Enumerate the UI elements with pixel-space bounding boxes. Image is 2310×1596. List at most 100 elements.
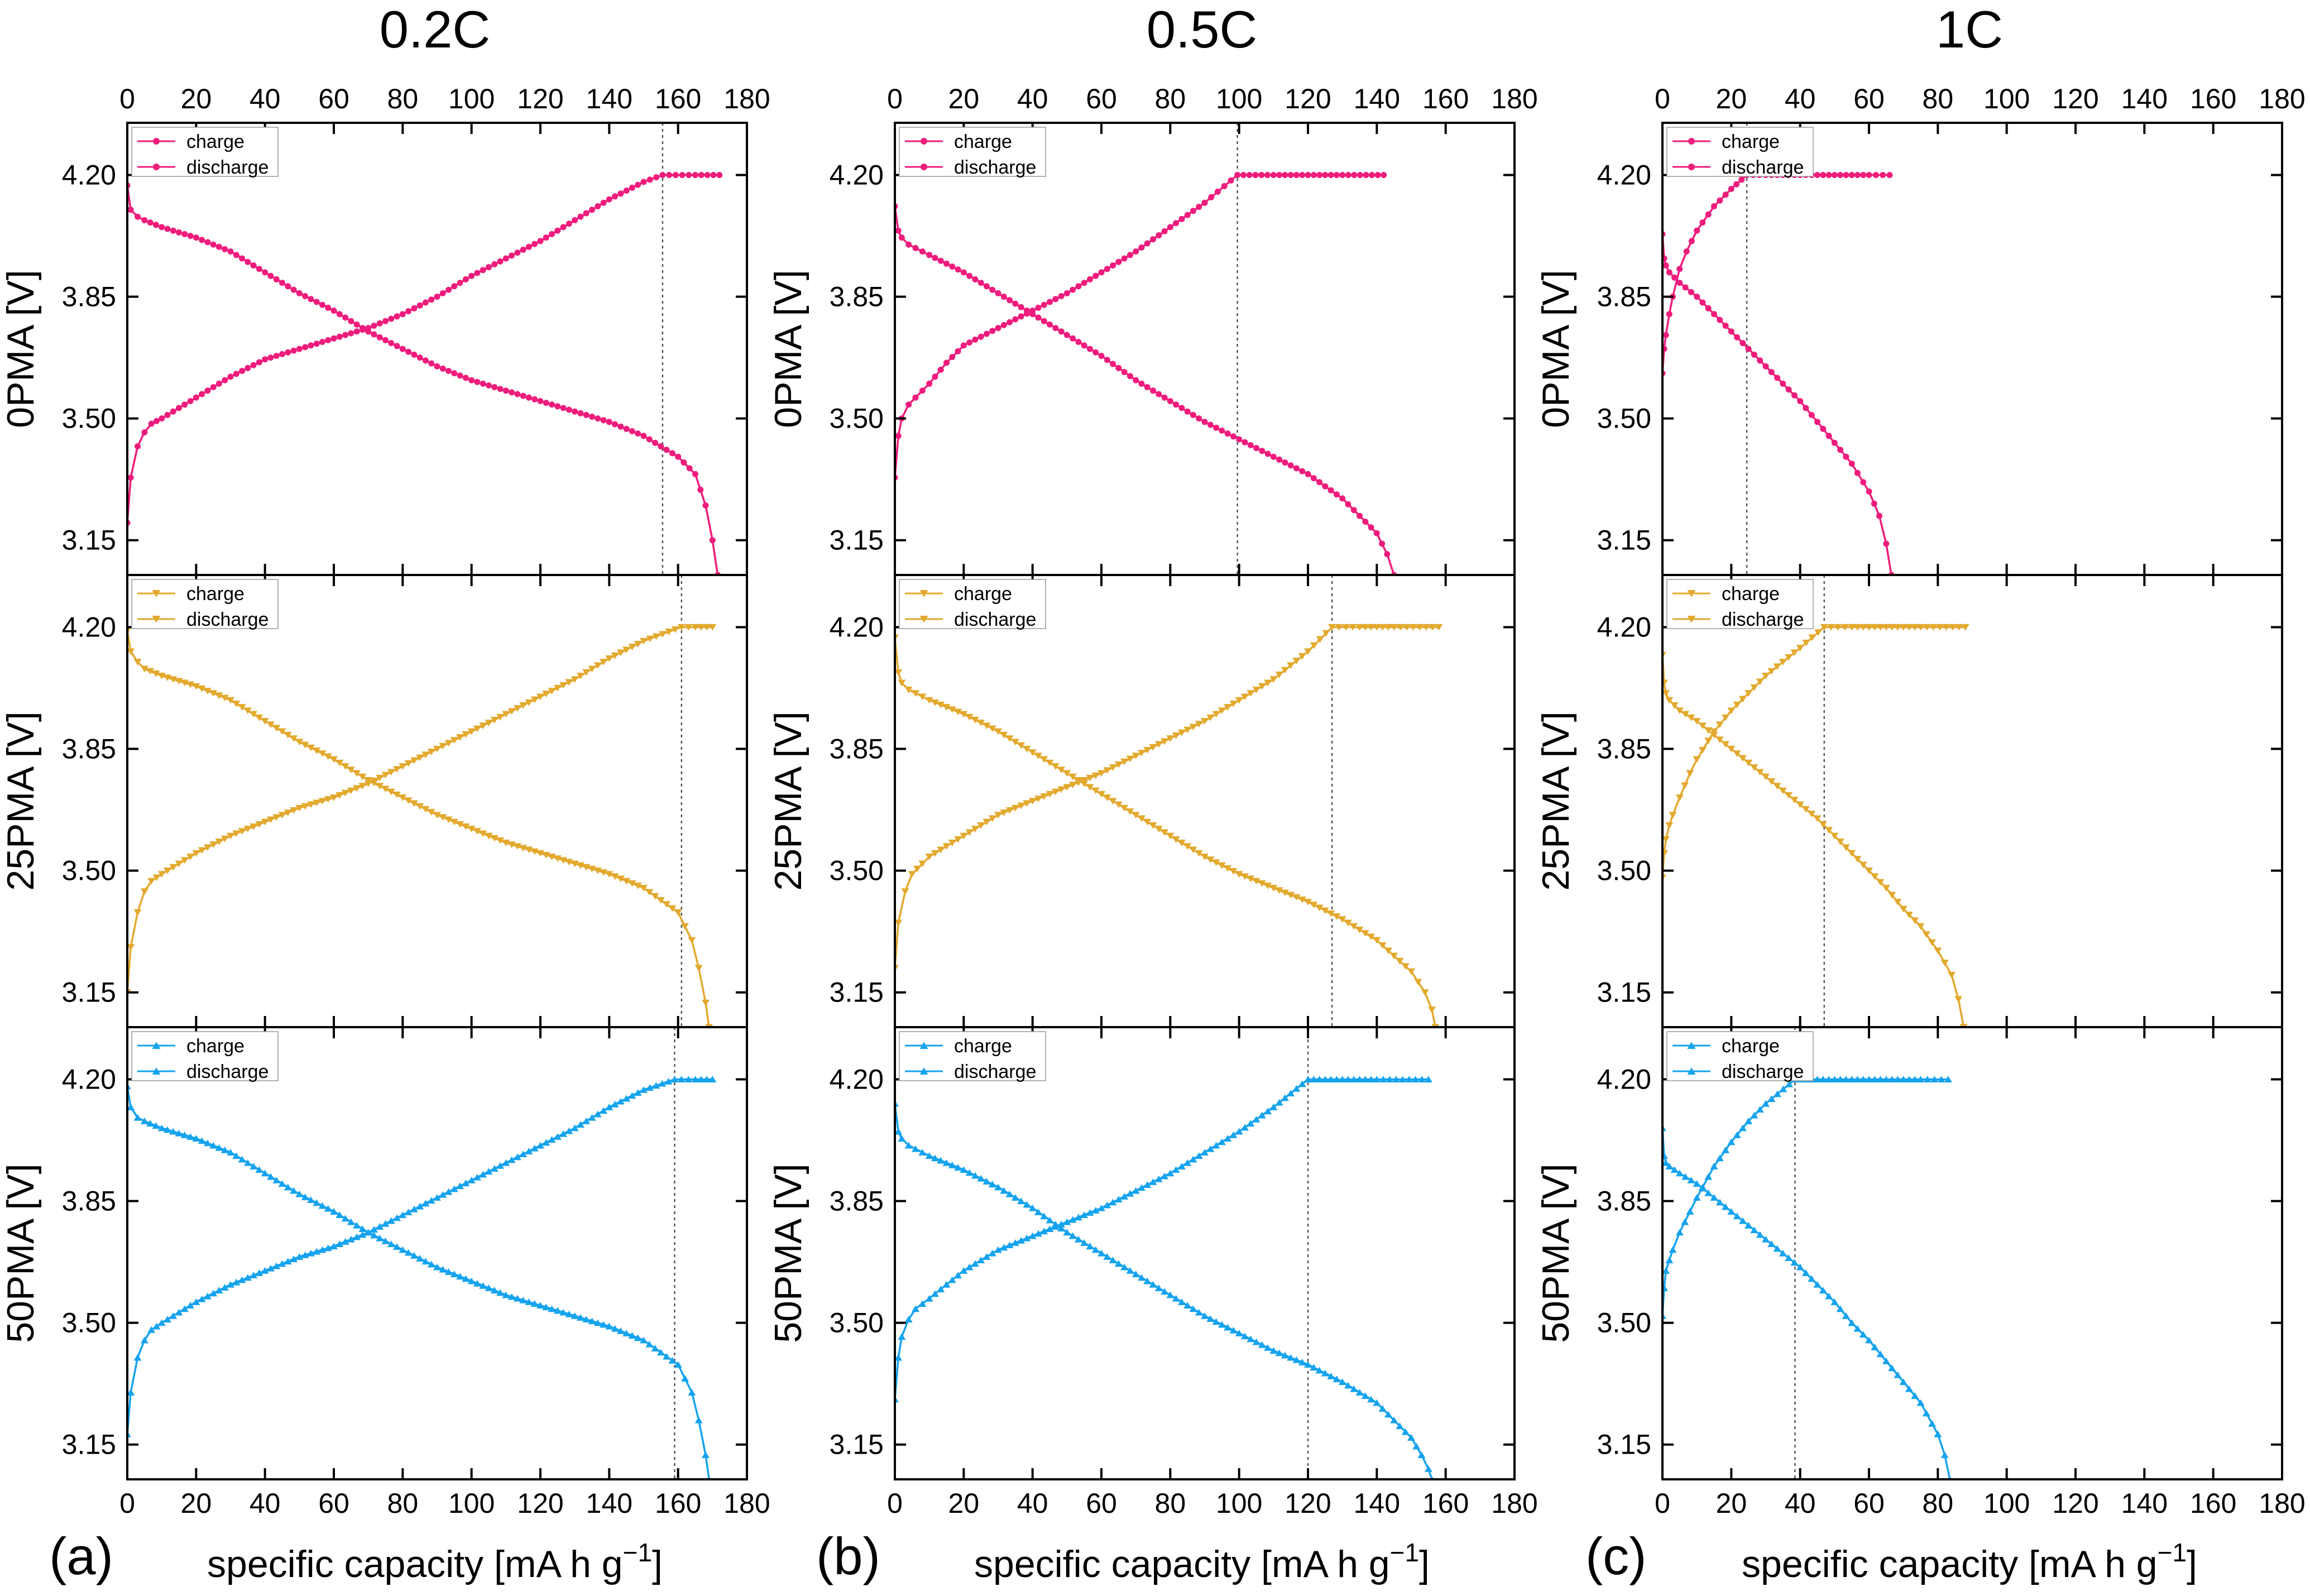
data-point-discharge bbox=[616, 1327, 625, 1334]
data-point-charge bbox=[1235, 1128, 1243, 1135]
data-point-charge bbox=[313, 341, 320, 347]
data-point-charge bbox=[381, 771, 390, 779]
data-point-charge bbox=[416, 754, 424, 761]
data-point-charge bbox=[180, 857, 189, 864]
data-point-discharge bbox=[1304, 899, 1312, 905]
data-point-charge bbox=[1905, 1076, 1913, 1083]
data-point-charge bbox=[1126, 1190, 1134, 1197]
data-point-discharge bbox=[1339, 495, 1346, 502]
data-point-discharge bbox=[1424, 1465, 1432, 1472]
data-point-charge bbox=[1322, 172, 1329, 178]
data-point-charge bbox=[918, 1300, 927, 1307]
data-point-charge bbox=[330, 335, 337, 342]
y-tick-label: 3.15 bbox=[62, 1429, 116, 1460]
data-point-charge bbox=[1177, 1162, 1186, 1170]
data-point-discharge bbox=[1305, 471, 1311, 477]
data-point-discharge bbox=[1144, 384, 1151, 390]
data-point-charge bbox=[1710, 728, 1718, 735]
data-point-discharge bbox=[1662, 690, 1670, 697]
data-point-discharge bbox=[1883, 540, 1890, 547]
data-point-discharge bbox=[583, 411, 590, 418]
data-point-charge bbox=[635, 181, 641, 188]
data-point-charge bbox=[652, 633, 660, 640]
data-point-charge bbox=[537, 238, 544, 245]
y-tick-label: 4.20 bbox=[62, 159, 116, 190]
data-point-discharge bbox=[1178, 405, 1185, 411]
data-point-charge bbox=[898, 1333, 906, 1340]
data-point-discharge bbox=[324, 1205, 332, 1212]
data-point-discharge bbox=[1396, 958, 1404, 965]
data-point-discharge bbox=[519, 845, 528, 852]
data-point-charge bbox=[913, 865, 922, 873]
col-title-1: 0.5C bbox=[1147, 0, 1258, 59]
x-tick-label-bottom: 40 bbox=[250, 1488, 281, 1519]
data-point-discharge bbox=[330, 1207, 338, 1215]
data-point-discharge bbox=[1407, 1434, 1415, 1441]
data-point-discharge bbox=[1687, 1176, 1695, 1183]
data-point-discharge bbox=[133, 659, 142, 666]
data-point-charge bbox=[1322, 630, 1330, 637]
data-point-charge bbox=[971, 826, 979, 833]
data-point-discharge bbox=[898, 679, 906, 687]
x-tick-label-bottom: 180 bbox=[2259, 1488, 2305, 1519]
data-point-discharge bbox=[1240, 1333, 1249, 1340]
data-point-discharge bbox=[1316, 479, 1323, 486]
data-point-charge bbox=[1681, 1218, 1689, 1225]
data-point-discharge bbox=[1120, 804, 1129, 812]
data-point-charge bbox=[169, 864, 178, 871]
data-point-discharge bbox=[1378, 1405, 1387, 1412]
data-point-charge bbox=[1081, 280, 1087, 286]
data-point-discharge bbox=[319, 301, 325, 308]
data-point-charge bbox=[1704, 737, 1713, 745]
data-point-charge bbox=[433, 1194, 441, 1201]
data-point-discharge bbox=[473, 828, 481, 835]
data-point-discharge bbox=[1269, 1347, 1278, 1354]
plot-frame bbox=[894, 1026, 1516, 1480]
data-point-discharge bbox=[1790, 797, 1799, 804]
data-point-discharge bbox=[905, 241, 912, 248]
data-point-charge bbox=[942, 843, 951, 850]
data-point-charge bbox=[572, 217, 578, 223]
data-point-discharge bbox=[371, 331, 377, 338]
data-point-charge bbox=[1378, 624, 1387, 631]
data-point-charge bbox=[1298, 1080, 1306, 1087]
data-point-charge bbox=[1080, 777, 1089, 784]
data-point-discharge bbox=[1230, 433, 1237, 440]
x-tick-label-top: 180 bbox=[1491, 83, 1537, 114]
data-point-charge bbox=[1034, 1230, 1042, 1237]
data-point-discharge bbox=[1338, 916, 1346, 923]
data-point-charge bbox=[1229, 700, 1238, 707]
data-point-discharge bbox=[1940, 960, 1949, 967]
data-point-discharge bbox=[485, 1285, 493, 1291]
data-point-charge bbox=[1310, 172, 1317, 178]
data-point-discharge bbox=[646, 436, 653, 443]
data-point-discharge bbox=[942, 1159, 951, 1166]
x-tick-label-top: 80 bbox=[1155, 83, 1186, 114]
x-tick-label-bottom: 60 bbox=[1853, 1488, 1885, 1519]
data-point-discharge bbox=[542, 1303, 550, 1311]
data-point-discharge bbox=[1916, 1399, 1925, 1406]
legend-marker bbox=[1687, 1067, 1696, 1075]
data-point-discharge bbox=[688, 937, 696, 944]
data-point-discharge bbox=[651, 893, 659, 900]
data-point-discharge bbox=[1052, 325, 1059, 332]
y-tick-label: 4.20 bbox=[830, 159, 884, 190]
data-point-discharge bbox=[1046, 759, 1054, 766]
data-point-charge bbox=[319, 339, 325, 345]
data-point-discharge bbox=[1138, 380, 1145, 387]
data-point-charge bbox=[371, 323, 377, 329]
data-point-discharge bbox=[427, 809, 435, 816]
data-point-discharge bbox=[399, 346, 406, 352]
data-point-charge bbox=[1138, 244, 1145, 251]
data-point-discharge bbox=[1005, 735, 1014, 742]
data-point-discharge bbox=[1801, 1269, 1810, 1276]
data-point-charge bbox=[169, 1312, 178, 1319]
data-point-discharge bbox=[1259, 448, 1266, 454]
data-point-discharge bbox=[1750, 1226, 1758, 1234]
x-tick-label-bottom: 160 bbox=[2190, 1488, 2236, 1519]
legend-label-charge: charge bbox=[1722, 1036, 1780, 1057]
data-point-discharge bbox=[571, 860, 579, 868]
data-point-discharge bbox=[290, 1187, 298, 1194]
